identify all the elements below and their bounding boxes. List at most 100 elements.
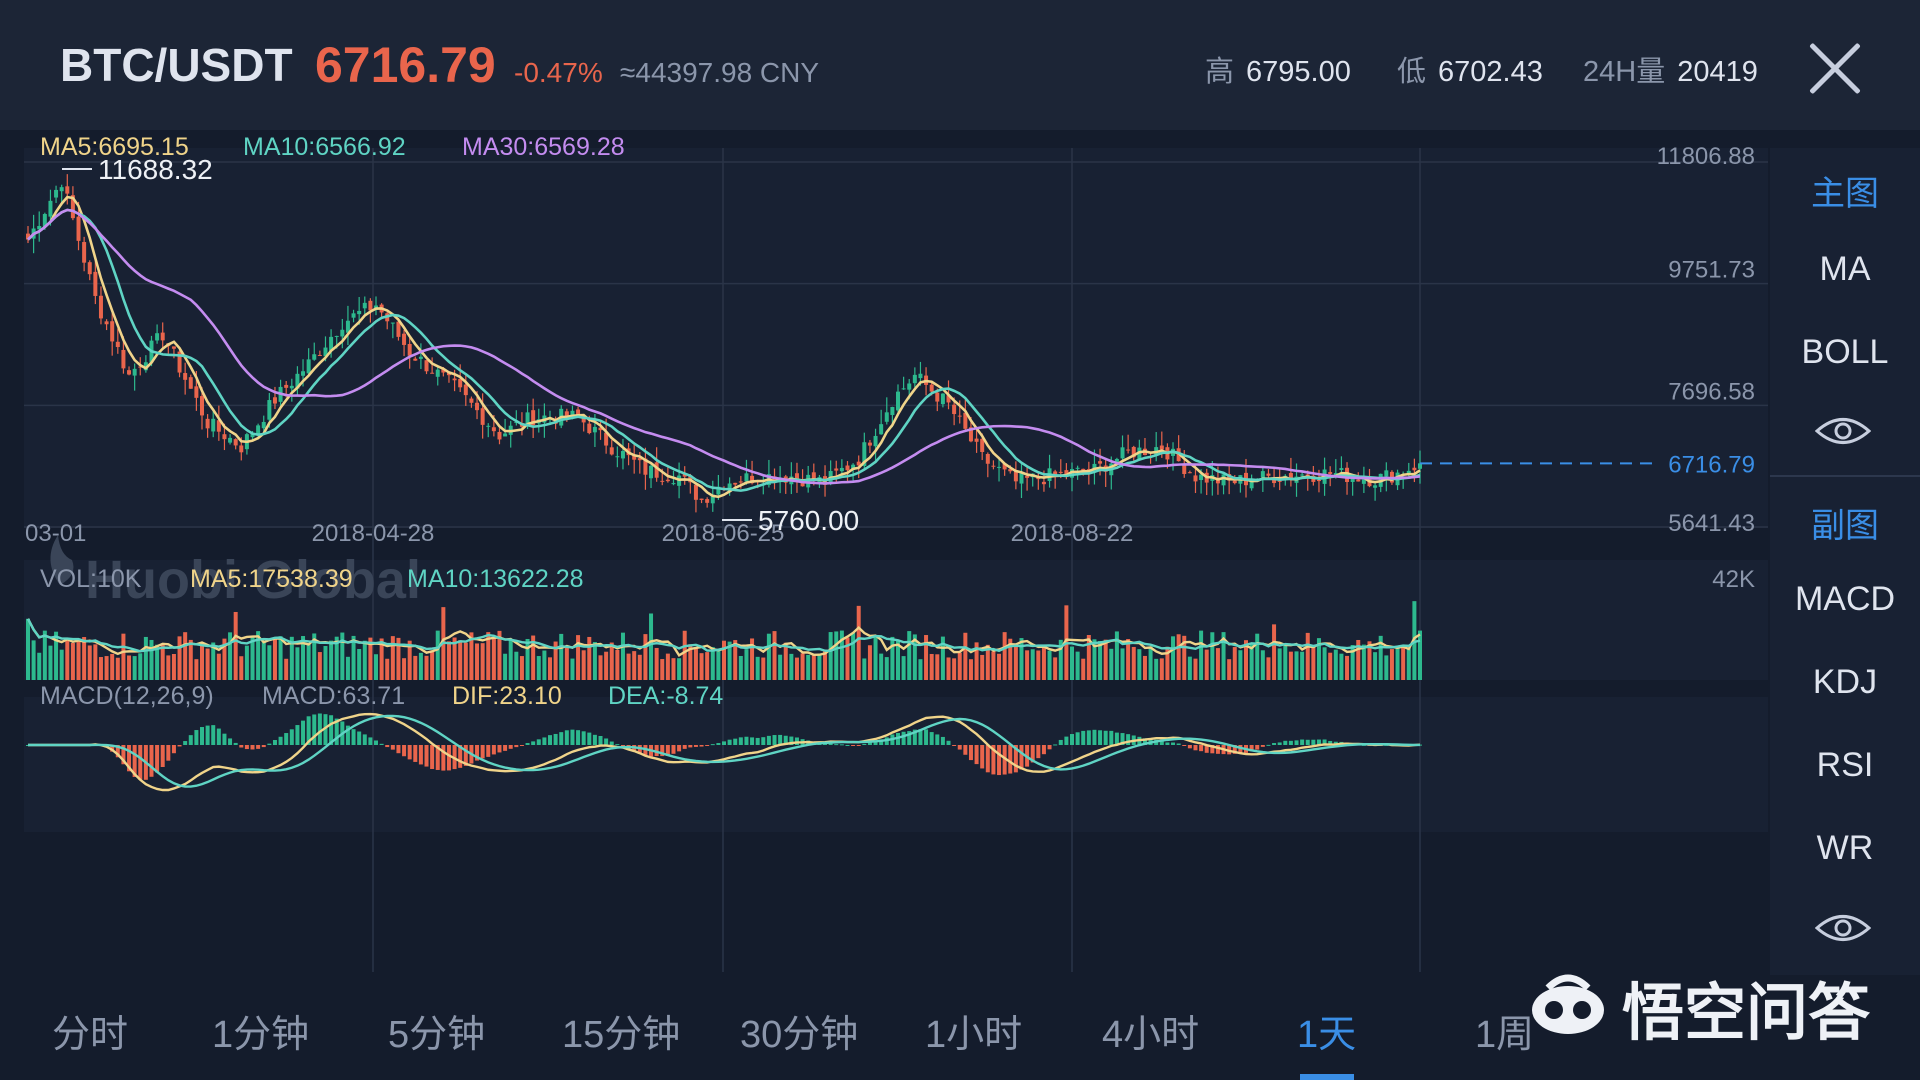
volume-bar xyxy=(37,652,42,680)
macd-bar xyxy=(867,742,872,745)
volume-value: 20419 xyxy=(1677,56,1758,88)
macd-bar xyxy=(312,714,317,745)
volume-bar xyxy=(194,659,199,680)
y-tick-label: 7696.58 xyxy=(1668,378,1755,405)
volume-bar xyxy=(1053,657,1058,680)
candle-body xyxy=(907,383,912,390)
candle-body xyxy=(82,242,87,263)
candle-body xyxy=(946,395,951,403)
macd-bar xyxy=(301,720,306,745)
macd-bar xyxy=(188,735,193,745)
macd-bar xyxy=(851,745,856,746)
volume-bar xyxy=(637,654,642,680)
volume-bar xyxy=(1221,632,1226,680)
candle-body xyxy=(396,321,401,337)
tab-1hour[interactable]: 1小时 xyxy=(925,1014,1023,1056)
indicator-macd[interactable]: MACD xyxy=(1794,580,1896,618)
indicator-rsi[interactable]: RSI xyxy=(1816,746,1874,784)
low-value: 6702.43 xyxy=(1438,56,1543,88)
volume-bar xyxy=(149,639,154,680)
candle-body xyxy=(1266,473,1271,476)
tab-5min[interactable]: 5分钟 xyxy=(388,1014,486,1056)
volume-bar xyxy=(1294,651,1299,680)
macd-bar xyxy=(132,745,137,777)
volume-bar xyxy=(1210,632,1215,680)
volume-bar xyxy=(553,641,558,680)
volume-bar xyxy=(26,618,30,680)
volume-bar xyxy=(345,656,350,680)
candle-body xyxy=(643,458,648,475)
volume-bar xyxy=(1047,650,1052,680)
macd-bar xyxy=(615,744,620,746)
tab-1min[interactable]: 1分钟 xyxy=(212,1014,310,1056)
volume-bar xyxy=(856,605,861,680)
indicator-kdj[interactable]: KDJ xyxy=(1812,663,1878,701)
candle-body xyxy=(1199,474,1204,481)
macd-bar xyxy=(1199,745,1204,752)
candle-body xyxy=(912,374,917,384)
volume-bar xyxy=(1126,639,1131,680)
macd-bar xyxy=(856,745,861,746)
candle-body xyxy=(890,407,895,415)
candle-body xyxy=(59,187,64,192)
tab-4hour[interactable]: 4小时 xyxy=(1102,1014,1200,1056)
volume-bar xyxy=(924,635,929,680)
volume-bar xyxy=(295,647,300,680)
volume-bar xyxy=(272,638,277,680)
volume-bar xyxy=(800,653,805,680)
volume-bar xyxy=(435,630,440,680)
tab-30min[interactable]: 30分钟 xyxy=(740,1014,859,1056)
macd-bar xyxy=(155,745,160,773)
candle-body xyxy=(940,393,945,405)
macd-legend-3: DEA:-8.74 xyxy=(608,682,723,710)
macd-bar xyxy=(1064,736,1069,745)
tab-1day[interactable]: 1天 xyxy=(1297,1014,1357,1056)
macd-bar xyxy=(1210,745,1215,754)
eye-icon[interactable] xyxy=(1815,913,1871,943)
macd-bar xyxy=(609,741,614,745)
volume-bar xyxy=(1260,650,1265,680)
candle-body xyxy=(1159,445,1164,450)
macd-bar xyxy=(228,738,233,745)
ma-legend-1: MA10:6566.92 xyxy=(243,133,406,161)
eye-icon[interactable] xyxy=(1815,416,1871,446)
volume-bar xyxy=(1120,648,1125,680)
macd-bar xyxy=(289,729,294,745)
macd-bar xyxy=(963,745,968,755)
candle-body xyxy=(1221,474,1226,486)
indicator-ma[interactable]: MA xyxy=(1819,250,1871,288)
candle-body xyxy=(155,333,160,341)
candle-body xyxy=(1288,473,1293,480)
candle-body xyxy=(1053,471,1058,475)
close-icon[interactable] xyxy=(1805,38,1865,98)
volume-bar xyxy=(587,636,592,680)
volume-bar xyxy=(834,631,839,680)
volume-bar xyxy=(564,646,569,680)
volume-bar xyxy=(239,656,244,680)
volume-bar xyxy=(514,651,519,680)
candle-body xyxy=(121,349,126,369)
volume-bar xyxy=(1092,639,1097,680)
macd-bar xyxy=(834,744,839,746)
macd-bar xyxy=(1070,734,1074,745)
indicator-boll[interactable]: BOLL xyxy=(1801,333,1889,371)
volume-bar xyxy=(519,656,524,680)
volume-bar xyxy=(1137,649,1142,680)
tab-timeshare[interactable]: 分时 xyxy=(52,1014,129,1056)
volume-bar xyxy=(1389,649,1394,680)
volume-bar xyxy=(497,630,502,680)
tab-15min[interactable]: 15分钟 xyxy=(562,1014,681,1056)
macd-bar xyxy=(458,745,463,768)
candle-body xyxy=(834,468,839,471)
high-stat: 高 6795.00 xyxy=(1205,48,1351,90)
indicator-wr[interactable]: WR xyxy=(1816,829,1874,867)
macd-bar xyxy=(379,743,384,745)
volume-bar xyxy=(211,642,216,680)
macd-bar xyxy=(1328,740,1333,745)
macd-bar xyxy=(660,745,665,757)
macd-bar xyxy=(407,745,412,760)
tab-1week[interactable]: 1周 xyxy=(1475,1014,1535,1056)
y-tick-label: 9751.73 xyxy=(1668,257,1755,284)
volume-bar xyxy=(228,632,233,680)
